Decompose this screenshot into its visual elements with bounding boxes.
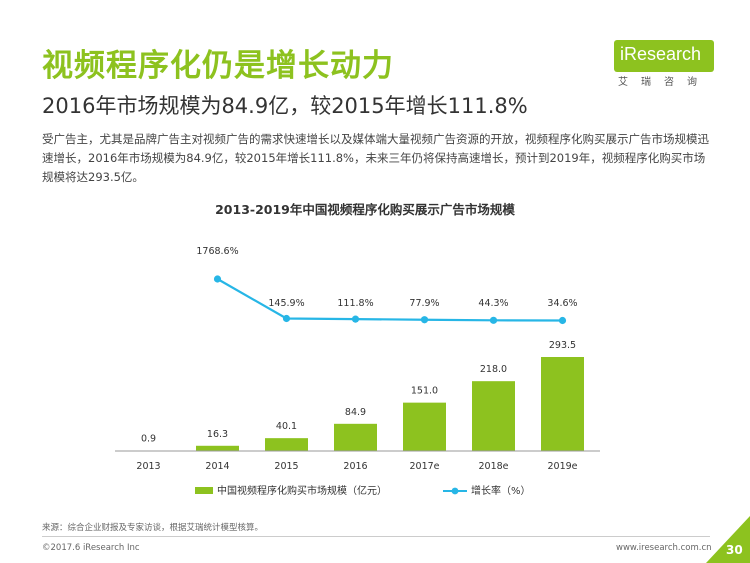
website-link[interactable]: www.iresearch.com.cn	[616, 543, 712, 553]
growth-label-2017e: 77.9%	[409, 298, 439, 309]
bar-label-2016: 84.9	[345, 407, 366, 418]
growth-label-2019e: 34.6%	[547, 298, 577, 309]
growth-point-2018e	[489, 316, 498, 324]
growth-point-2014	[213, 275, 222, 283]
bar-2018e	[472, 381, 515, 451]
legend-line-marker	[451, 487, 459, 495]
growth-point-2016	[351, 315, 360, 323]
bar-2017e	[403, 402, 446, 451]
line-series: 1768.6% 145.9% 111.8% 77.9% 44.3% 34.6%	[196, 246, 578, 325]
growth-point-2015	[282, 314, 291, 323]
bar-label-2019e: 293.5	[549, 340, 576, 351]
growth-label-2014: 1768.6%	[196, 246, 238, 257]
growth-point-2019e	[558, 316, 567, 325]
page-number: 30	[726, 543, 743, 557]
logo-tagline: 艾瑞咨询	[618, 77, 710, 88]
corner-decoration	[706, 516, 750, 563]
source-note: 来源：综合企业财报及专家访谈，根据艾瑞统计模型核算。	[42, 523, 264, 533]
x-tick-2016: 2016	[343, 461, 367, 472]
bar-2014	[196, 445, 239, 451]
logo-name: iResearch	[620, 44, 702, 64]
x-tick-2017e: 2017e	[409, 461, 439, 472]
market-size-chart: 2013-2019年中国视频程序化购买展示广告市场规模 0.9 16.3 40.1 8…	[115, 202, 600, 497]
bar-series: 0.9 16.3 40.1 84.9 151.0 218.0 293.5	[127, 340, 584, 451]
growth-label-2015: 145.9%	[268, 298, 304, 309]
iresearch-logo: iResearch 艾瑞咨询	[614, 40, 714, 88]
bar-label-2017e: 151.0	[411, 386, 438, 397]
footer-divider	[42, 536, 710, 537]
bar-2019e	[541, 357, 584, 451]
bar-2016	[334, 423, 377, 451]
x-tick-2015: 2015	[274, 461, 298, 472]
chart-title: 2013-2019年中国视频程序化购买展示广告市场规模	[215, 202, 515, 217]
x-tick-2018e: 2018e	[478, 461, 508, 472]
growth-label-2016: 111.8%	[337, 298, 373, 309]
x-tick-2019e: 2019e	[547, 461, 577, 472]
x-tick-2014: 2014	[205, 461, 229, 472]
legend-bar-label: 中国视频程序化购买市场规模（亿元）	[217, 484, 387, 497]
growth-line	[216, 278, 563, 322]
bar-label-2013: 0.9	[141, 434, 156, 445]
legend-line-label: 增长率（%）	[471, 484, 531, 497]
description-text: 受广告主，尤其是品牌广告主对视频广告的需求快速增长以及媒体端大量视频广告资源的开…	[42, 132, 709, 184]
page-title: 视频程序化仍是增长动力	[42, 48, 394, 84]
legend-bar-swatch	[195, 487, 213, 494]
growth-point-2017e	[420, 316, 429, 324]
page-subtitle: 2016年市场规模为84.9亿，较2015年增长111.8%	[42, 94, 528, 118]
x-tick-labels: 2013 2014 2015 2016 2017e 2018e 2019e	[136, 461, 577, 472]
chart-legend: 中国视频程序化购买市场规模（亿元） 增长率（%）	[195, 484, 531, 497]
bar-2015	[265, 438, 308, 451]
bar-label-2014: 16.3	[207, 429, 228, 440]
bar-label-2018e: 218.0	[480, 364, 507, 375]
logo-badge	[614, 40, 714, 72]
x-tick-2013: 2013	[136, 461, 160, 472]
copyright-text: ©2017.6 iResearch Inc	[42, 543, 140, 553]
bar-label-2015: 40.1	[276, 421, 297, 432]
growth-label-2018e: 44.3%	[478, 298, 508, 309]
